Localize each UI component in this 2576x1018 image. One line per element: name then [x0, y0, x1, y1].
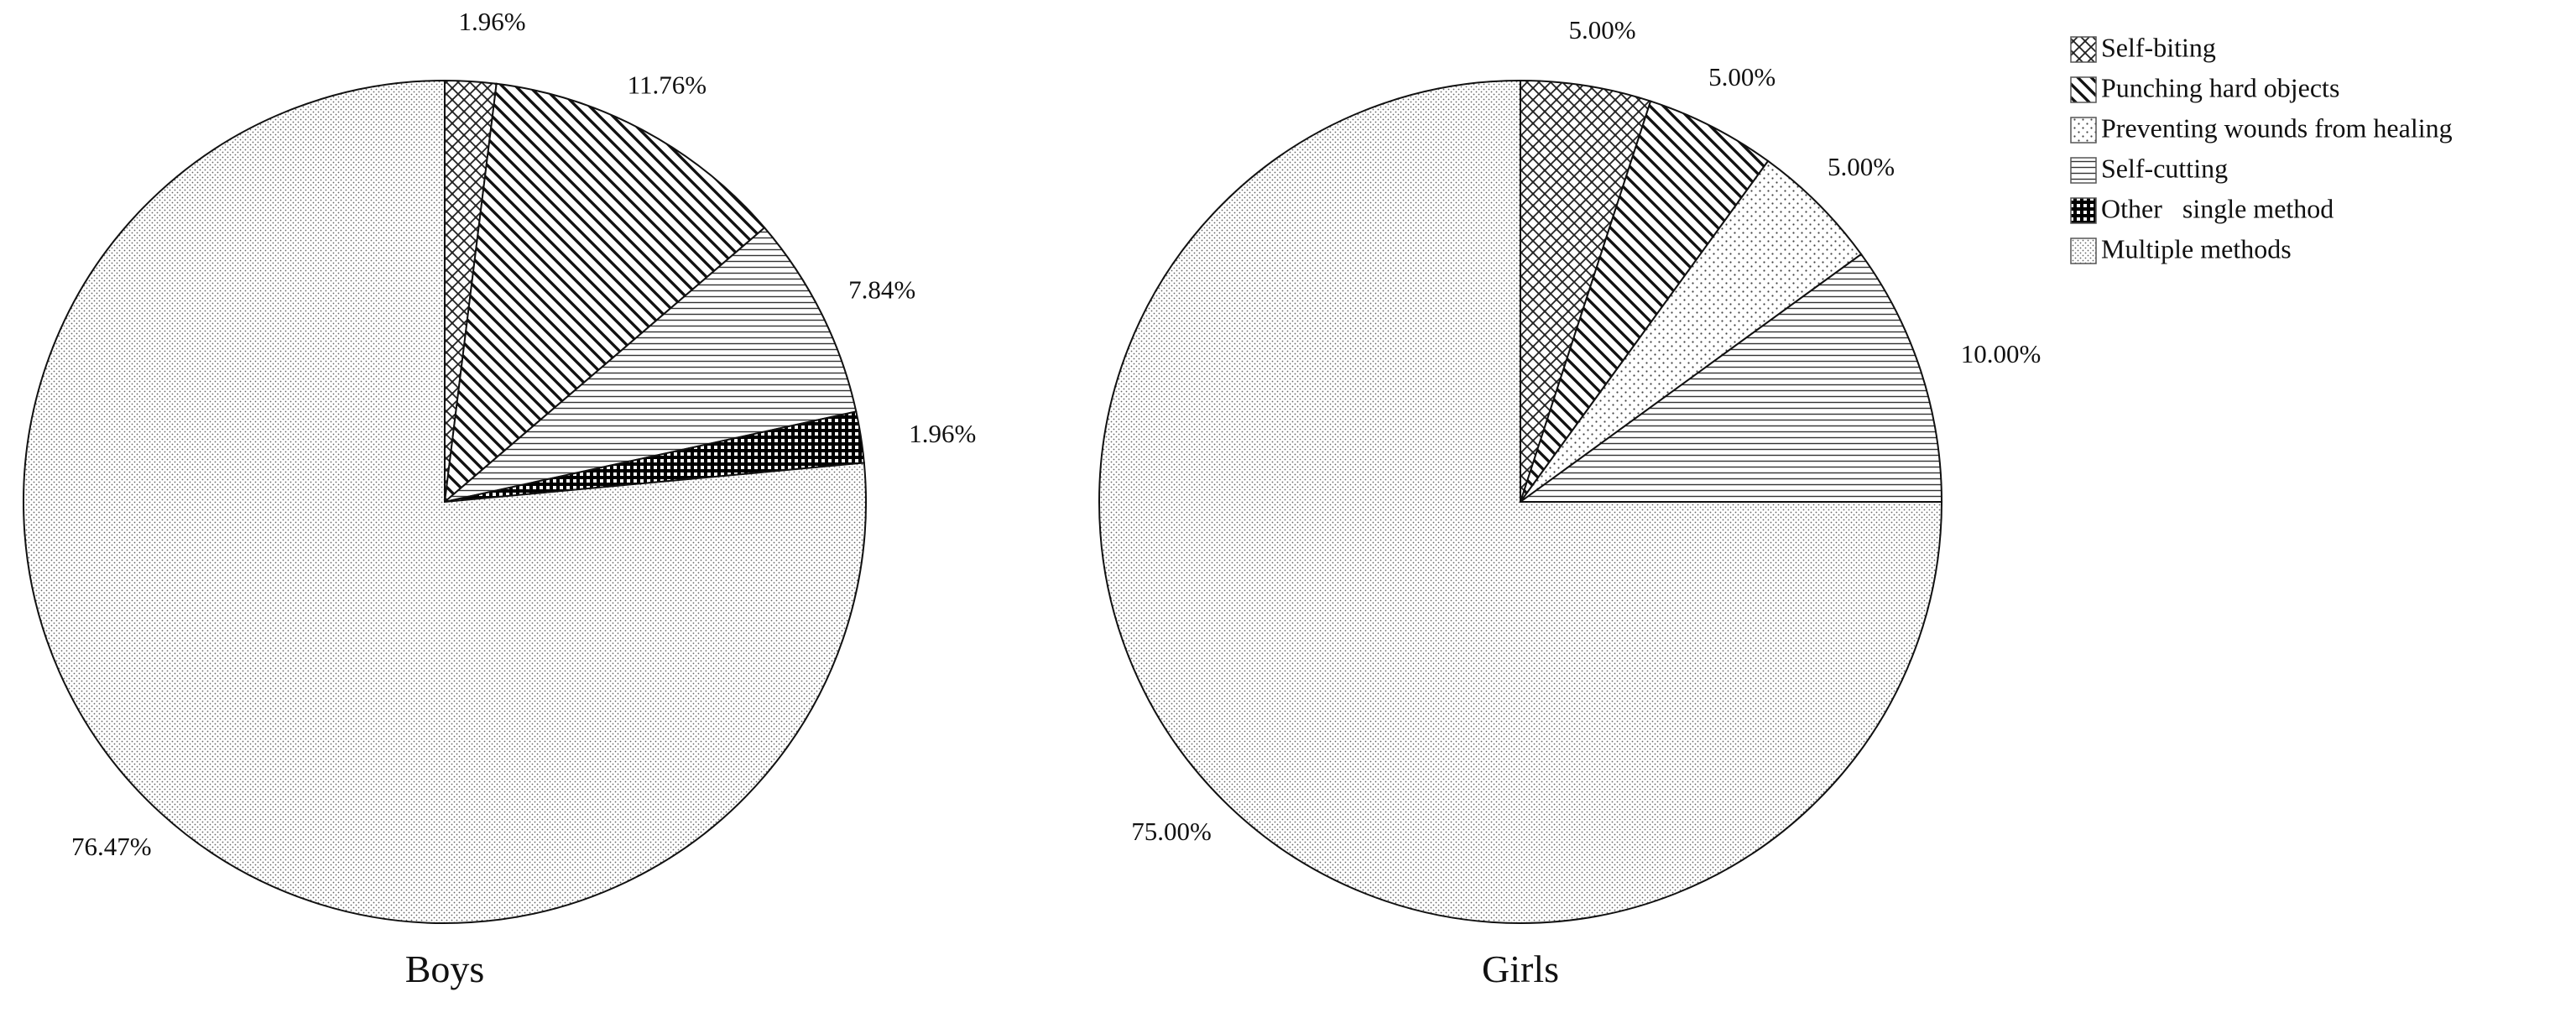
slice-label-boys-punching-hard-objects: 11.76% [628, 70, 707, 100]
chart-title-boys: Boys [405, 948, 485, 990]
slice-label-boys-other-single-method: 1.96% [909, 419, 976, 448]
slice-label-girls-punching-hard-objects: 5.00% [1708, 62, 1776, 91]
pie-slice-girls-self-biting [1520, 79, 1652, 503]
pie-slice-girls-multiple-methods [1098, 79, 1943, 924]
chart-title-girls: Girls [1482, 948, 1559, 990]
slice-label-girls-self-biting: 5.00% [1569, 15, 1636, 44]
pie-slice-girls-preventing-wounds-from-healing [1520, 159, 1863, 503]
legend-label-self-cutting: Self-cutting [2101, 153, 2228, 183]
pie-slice-girls-punching-hard-objects [1520, 100, 1770, 503]
pie-slice-boys-multiple-methods [23, 79, 867, 924]
legend-label-other-single-method: Other single method [2101, 193, 2334, 223]
pie-slice-girls-self-cutting [1517, 253, 1943, 503]
legend-swatch-punching-hard-objects [2070, 76, 2097, 103]
pie-slice-boys-punching-hard-objects [443, 82, 766, 504]
pie-chart-boys: 1.96% 11.76% 7.84% 1.96% 76.47% [23, 7, 976, 924]
legend-swatch-self-biting [2070, 36, 2097, 63]
slice-label-boys-multiple-methods: 76.47% [71, 832, 152, 861]
legend-label-multiple-methods: Multiple methods [2101, 233, 2292, 264]
pie-chart-girls: 5.00% 5.00% 5.00% 10.00% 75.00% [1098, 15, 2042, 924]
legend-swatch-preventing-wounds-from-healing [2070, 117, 2097, 144]
slice-label-girls-preventing-wounds-from-healing: 5.00% [1828, 152, 1895, 181]
slice-label-girls-self-cutting: 10.00% [1961, 339, 2042, 368]
legend-label-punching-hard-objects: Punching hard objects [2101, 72, 2339, 102]
legend-label-self-biting: Self-biting [2101, 32, 2216, 62]
legend-swatch-multiple-methods [2070, 238, 2097, 264]
slice-label-girls-multiple-methods: 75.00% [1131, 817, 1212, 846]
legend: Self-biting Punching hard objects Preventi… [2070, 32, 2453, 264]
legend-swatch-other-single-method [2070, 197, 2097, 224]
slice-label-boys-self-biting: 1.96% [458, 7, 525, 36]
slice-label-boys-self-cutting: 7.84% [848, 274, 915, 304]
legend-label-preventing-wounds-from-healing: Preventing wounds from healing [2101, 112, 2453, 143]
legend-swatch-self-cutting [2070, 157, 2097, 184]
